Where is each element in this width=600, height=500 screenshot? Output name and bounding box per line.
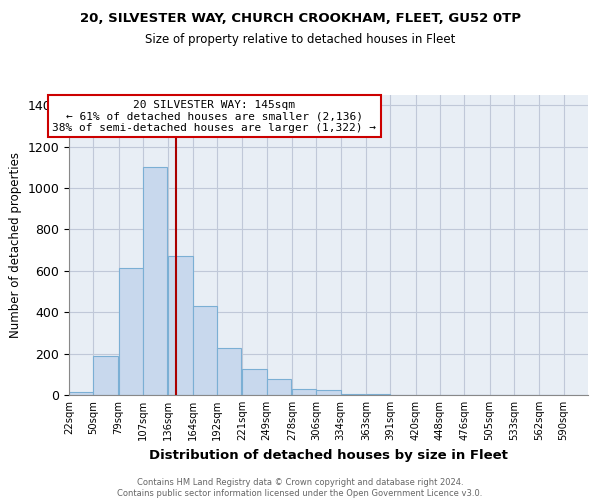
Bar (316, 390, 341, 395)
Bar (217, 348, 241, 395)
Bar (94, 356, 118, 395)
Text: 20, SILVESTER WAY, CHURCH CROOKHAM, FLEET, GU52 0TP: 20, SILVESTER WAY, CHURCH CROOKHAM, FLEE… (79, 12, 521, 26)
Bar (292, 389, 316, 395)
X-axis label: Distribution of detached houses by size in Fleet: Distribution of detached houses by size … (149, 448, 508, 462)
Bar (266, 380, 291, 395)
Bar (366, 394, 391, 395)
Y-axis label: Number of detached properties: Number of detached properties (9, 152, 22, 338)
Text: Size of property relative to detached houses in Fleet: Size of property relative to detached ho… (145, 32, 455, 46)
Bar (119, 268, 143, 395)
Text: Contains HM Land Registry data © Crown copyright and database right 2024.
Contai: Contains HM Land Registry data © Crown c… (118, 478, 482, 498)
Bar (341, 394, 365, 395)
Bar (193, 306, 217, 395)
Bar (242, 369, 266, 395)
Text: 20 SILVESTER WAY: 145sqm
← 61% of detached houses are smaller (2,136)
38% of sem: 20 SILVESTER WAY: 145sqm ← 61% of detach… (52, 100, 376, 132)
Bar (168, 256, 193, 395)
Bar (143, 168, 167, 395)
Bar (69, 392, 94, 395)
